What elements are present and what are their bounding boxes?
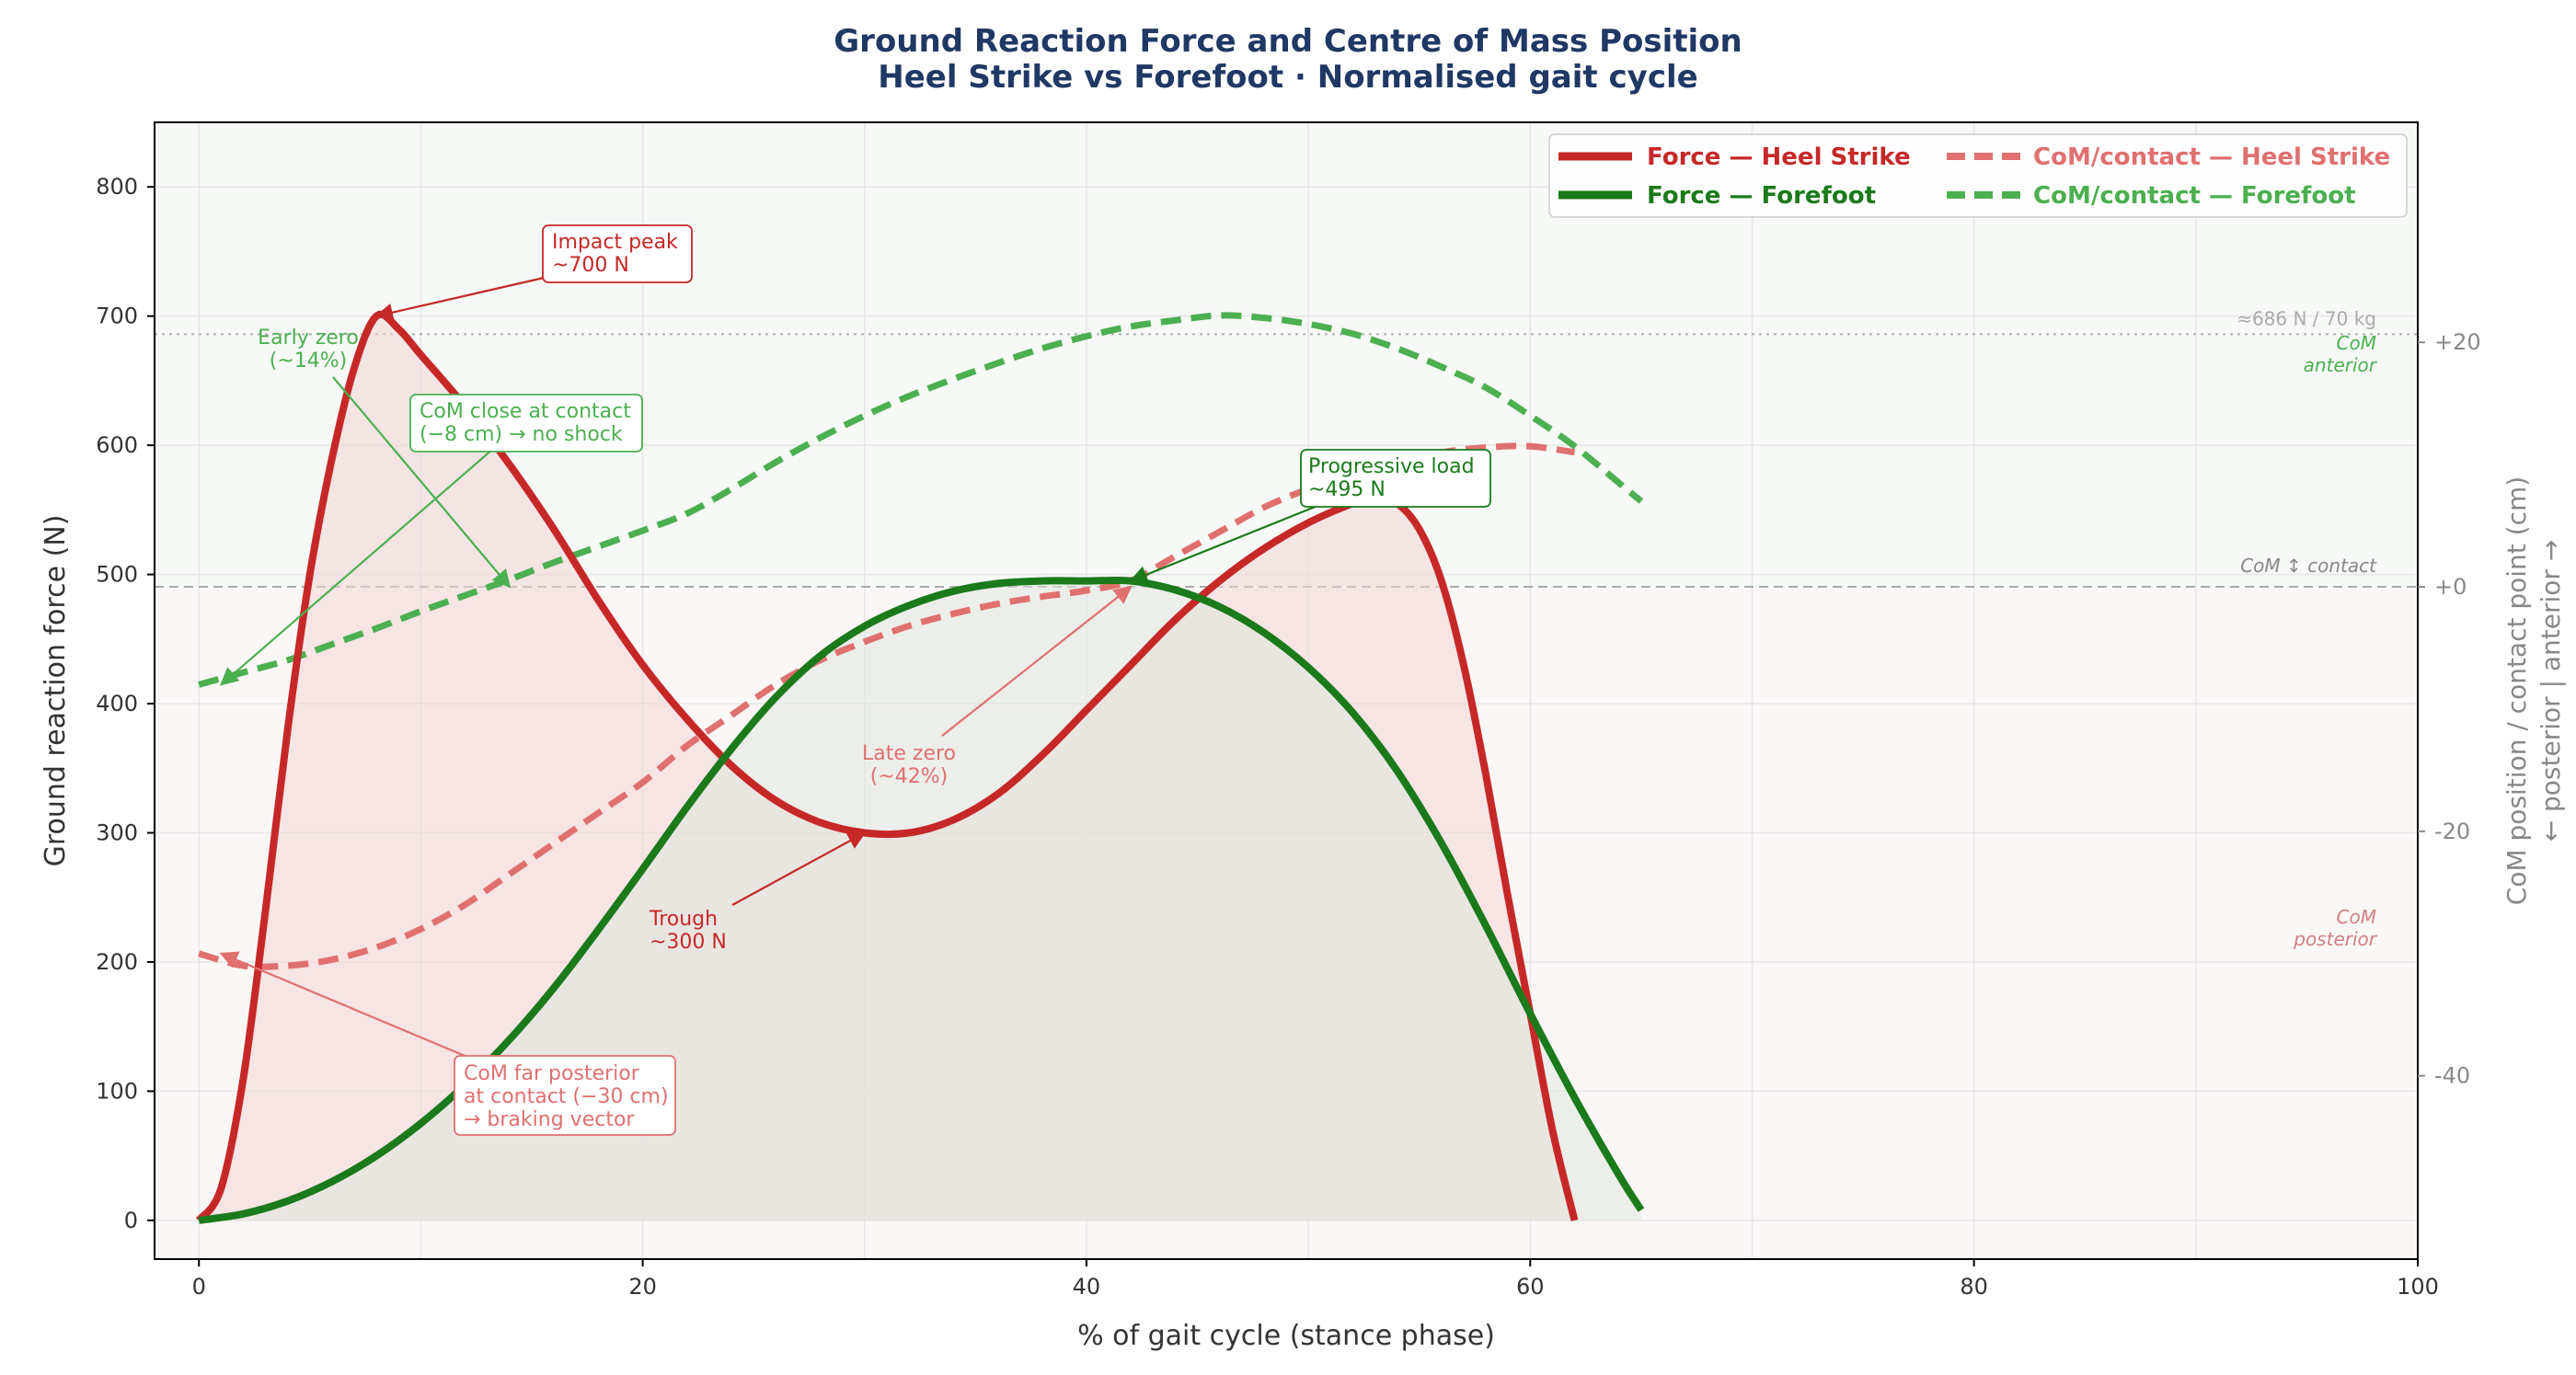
annotation-text-impact: Impact peak <box>552 231 678 254</box>
legend: Force — Heel Strike Force — Forefoot CoM… <box>1548 133 2408 218</box>
x-tick-label: 100 <box>2397 1274 2439 1300</box>
plot-frame <box>154 121 2419 1260</box>
y-axis-label: Ground reaction force (N) <box>40 515 72 867</box>
x-axis-ticks: 0 20 40 60 80 100 <box>192 1259 2439 1300</box>
com-zero-label: CoM ↕ contact <box>2240 555 2377 577</box>
annotations: Impact peak~700 N Early zero(~14%) CoM clo… <box>219 224 1491 1136</box>
x-tick-label: 60 <box>1516 1274 1545 1300</box>
legend-box <box>1548 133 2408 218</box>
y-tick-label: 300 <box>96 820 138 846</box>
annotation-box-com-far <box>454 1055 676 1136</box>
annotation-text-com-far: CoM far posterior <box>464 1062 640 1085</box>
annotation-text-late-zero: (~42%) <box>870 765 949 788</box>
y2-axis-ticks: +20 +0 -20 -40 <box>2418 329 2481 1089</box>
annotation-box-progressive <box>1300 449 1491 508</box>
y2-axis-label-line1: CoM position / contact point (cm) <box>2501 476 2532 905</box>
legend-label-forefoot: Force — Forefoot <box>1647 182 1876 210</box>
annotation-text-early-zero: Early zero <box>258 327 359 349</box>
annotation-text-progressive: ~495 N <box>1308 478 1386 501</box>
annotation-text-trough: Trough <box>649 908 718 931</box>
annotation-arrow-early-zero <box>332 376 512 589</box>
chart-title-line2: Heel Strike vs Forefoot · Normalised gai… <box>878 59 1697 96</box>
annotation-text-com-far: → braking vector <box>464 1108 635 1131</box>
y-tick-label: 800 <box>96 174 138 200</box>
posterior-label-line1: CoM <box>2337 906 2376 928</box>
annotation-text-trough: ~300 N <box>650 931 727 954</box>
y2-axis-label-line2: ← posterior | anterior → <box>2536 540 2566 842</box>
annotation-arrow-trough <box>731 831 867 906</box>
annotation-text-com-far: at contact (−30 cm) <box>464 1085 669 1108</box>
y2-tick-label: +20 <box>2434 329 2481 355</box>
region-labels: CoM anterior CoM posterior <box>2293 332 2378 950</box>
x-tick-label: 40 <box>1073 1274 1101 1300</box>
annotation-arrow-progressive <box>1129 504 1318 584</box>
y-tick-label: 400 <box>96 691 138 716</box>
y-tick-label: 200 <box>96 949 138 975</box>
annotation-arrow-impact <box>374 274 553 322</box>
annotation-text-com-close: (−8 cm) → no shock <box>420 423 623 446</box>
y-tick-label: 100 <box>96 1078 138 1104</box>
x-tick-label: 0 <box>192 1274 206 1300</box>
legend-label-heel: Force — Heel Strike <box>1647 143 1911 171</box>
annotation-box-com-close <box>409 394 643 453</box>
annotation-text-progressive: Progressive load <box>1308 455 1475 478</box>
forefoot-com-line <box>198 312 1644 688</box>
x-tick-label: 80 <box>1960 1274 1988 1300</box>
y-tick-label: 0 <box>124 1208 138 1233</box>
y-tick-label: 500 <box>96 562 138 588</box>
annotation-arrow-com-close <box>219 448 494 686</box>
bodyweight-label: ≈686 N / 70 kg <box>2237 307 2376 329</box>
chart-title-line1: Ground Reaction Force and Centre of Mass… <box>834 23 1742 60</box>
y2-tick-label: -20 <box>2434 819 2470 844</box>
annotation-box-impact <box>542 224 693 283</box>
legend-label-heel-com: CoM/contact — Heel Strike <box>2033 143 2390 171</box>
annotation-text-impact: ~700 N <box>552 254 629 277</box>
legend-label-forefoot-com: CoM/contact — Forefoot <box>2033 182 2356 210</box>
y2-tick-label: +0 <box>2434 574 2467 600</box>
x-axis-label: % of gait cycle (stance phase) <box>1077 1320 1495 1352</box>
annotation-arrow-com-far <box>219 951 470 1060</box>
y2-tick-label: -40 <box>2434 1063 2470 1089</box>
annotation-text-late-zero: Late zero <box>862 742 956 765</box>
y-axis-ticks: 0 100 200 300 400 500 600 700 800 <box>96 174 155 1233</box>
y-tick-label: 600 <box>96 432 138 458</box>
anterior-label-line1: CoM <box>2337 332 2376 354</box>
posterior-label-line2: posterior <box>2293 928 2378 950</box>
annotation-text-com-close: CoM close at contact <box>420 400 631 423</box>
y-tick-label: 700 <box>96 304 138 329</box>
annotation-text-early-zero: (~14%) <box>270 349 348 372</box>
anterior-label-line2: anterior <box>2304 354 2378 376</box>
annotation-arrow-late-zero <box>941 585 1133 737</box>
x-tick-label: 20 <box>628 1274 657 1300</box>
